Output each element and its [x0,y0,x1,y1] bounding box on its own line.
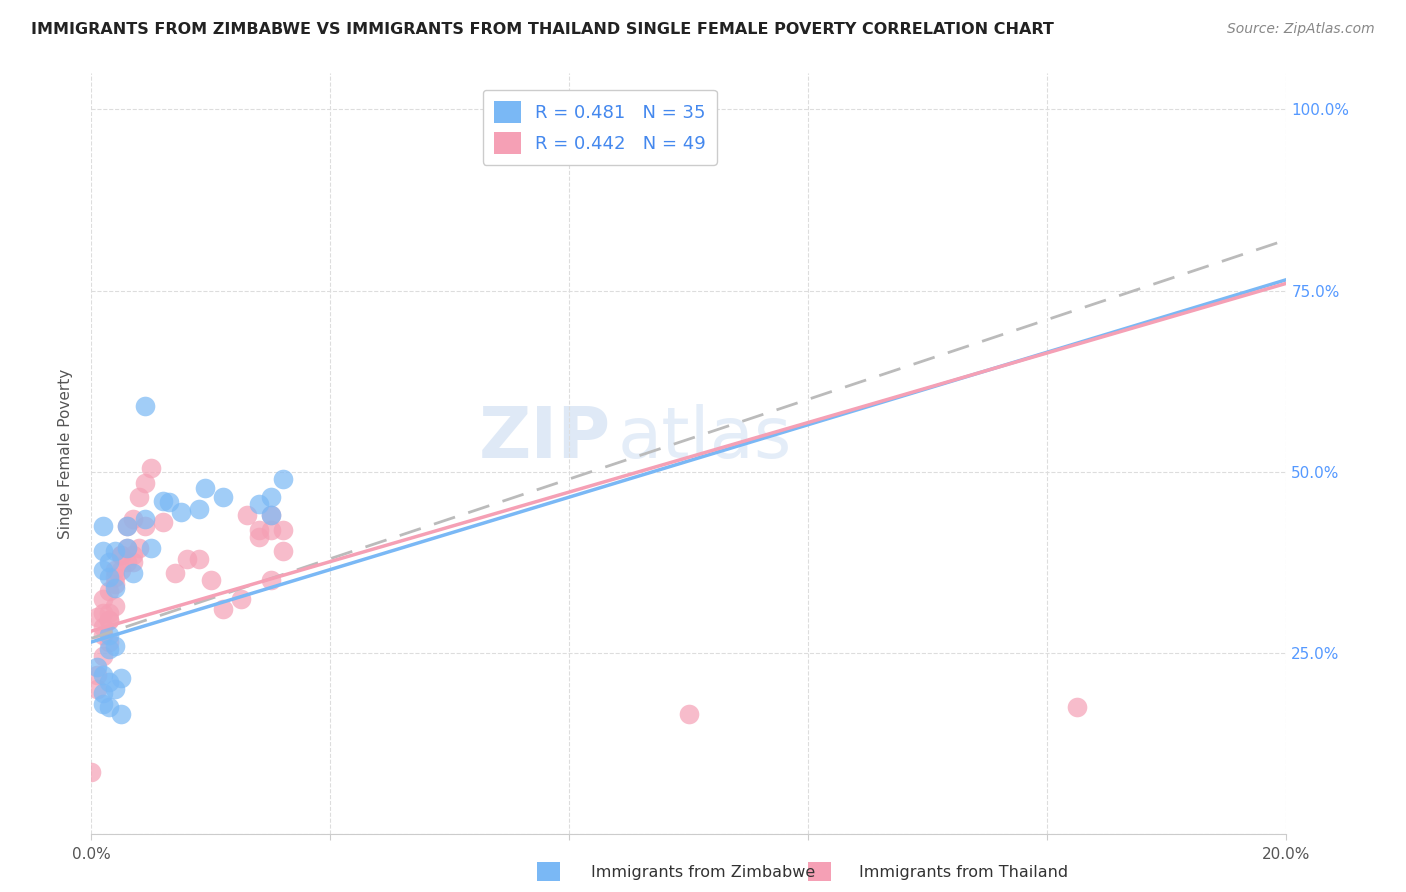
Point [93,519,115,533]
Y-axis label: Single Female Poverty: Single Female Poverty [58,368,73,539]
Point [128,490,150,504]
Point [271,472,294,486]
Point [115,519,138,533]
Point [93,697,115,711]
Point [259,490,281,504]
Point [104,639,127,653]
Text: IMMIGRANTS FROM ZIMBABWE VS IMMIGRANTS FROM THAILAND SINGLE FEMALE POVERTY CORRE: IMMIGRANTS FROM ZIMBABWE VS IMMIGRANTS F… [31,22,1054,37]
Point [86,682,108,697]
Point [98,642,121,657]
Point [141,541,163,555]
Point [104,577,127,591]
Text: Immigrants from Thailand: Immigrants from Thailand [859,865,1067,880]
Point [211,602,233,616]
Point [98,613,121,627]
Point [110,671,132,685]
Point [93,606,115,620]
Point [134,475,156,490]
Point [152,493,174,508]
Point [98,606,121,620]
Point [271,544,294,558]
Point [98,700,121,714]
Point [200,574,222,588]
Point [86,660,108,674]
Point [110,548,132,562]
Point [104,562,127,576]
Point [163,566,186,581]
Point [134,512,156,526]
Point [104,581,127,595]
Point [128,541,150,555]
Point [134,400,156,414]
Point [93,620,115,634]
Point [247,497,270,511]
Point [98,555,121,569]
Point [104,599,127,613]
Point [115,541,138,555]
Point [93,591,115,606]
Point [247,523,270,537]
Point [93,667,115,681]
Point [678,707,700,722]
Point [188,551,211,566]
Point [93,628,115,642]
Point [176,551,198,566]
Point [211,490,233,504]
Point [194,481,217,495]
Point [134,519,156,533]
Point [110,707,132,722]
Point [98,674,121,689]
Point [104,544,127,558]
Point [98,613,121,627]
Point [229,591,252,606]
Point [93,562,115,576]
Point [104,570,127,584]
Point [122,548,145,562]
Point [86,609,108,624]
Point [259,508,281,523]
Point [115,519,138,533]
Point [98,635,121,649]
Text: Source: ZipAtlas.com: Source: ZipAtlas.com [1227,22,1375,37]
Point [122,555,145,569]
Point [98,570,121,584]
Point [93,686,115,700]
Text: atlas: atlas [617,404,792,473]
Point [247,530,270,544]
Point [80,765,103,780]
Point [259,523,281,537]
Point [170,504,193,518]
Point [188,502,211,516]
Legend: R = 0.481   N = 35, R = 0.442   N = 49: R = 0.481 N = 35, R = 0.442 N = 49 [482,90,717,164]
Point [93,544,115,558]
Point [115,541,138,555]
Point [157,495,180,509]
Point [122,566,145,581]
Point [141,461,163,475]
Point [1066,700,1088,714]
Point [259,508,281,523]
Point [104,682,127,697]
Point [110,562,132,576]
Point [93,649,115,664]
Point [235,508,259,523]
Point [271,523,294,537]
Point [115,555,138,569]
Point [110,548,132,562]
Point [86,667,108,681]
Text: Immigrants from Zimbabwe: Immigrants from Zimbabwe [591,865,815,880]
Point [122,512,145,526]
Point [152,516,174,530]
Point [98,584,121,599]
Text: ZIP: ZIP [479,404,612,473]
Point [259,574,281,588]
Point [98,628,121,642]
